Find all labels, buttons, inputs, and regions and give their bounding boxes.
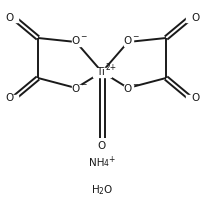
Text: 2+: 2+ — [105, 64, 116, 73]
Bar — [71, 38, 81, 46]
Bar — [71, 84, 81, 92]
Bar — [93, 67, 111, 76]
Text: Ti: Ti — [96, 67, 105, 77]
Text: O: O — [191, 93, 199, 103]
Text: O: O — [124, 84, 132, 94]
Bar — [186, 95, 194, 102]
Text: 4: 4 — [104, 159, 109, 168]
Text: −: − — [80, 32, 86, 41]
Bar — [186, 14, 194, 22]
Bar — [10, 14, 18, 22]
Text: O: O — [5, 13, 13, 23]
Bar — [123, 84, 133, 92]
Text: O: O — [104, 185, 112, 195]
Text: O: O — [5, 93, 13, 103]
Text: O: O — [124, 36, 132, 46]
Text: NH: NH — [89, 158, 105, 168]
Text: O: O — [98, 141, 106, 151]
Text: −: − — [132, 81, 138, 89]
Bar — [10, 95, 18, 102]
Text: −: − — [132, 32, 138, 41]
Text: 2: 2 — [99, 186, 103, 195]
Text: O: O — [72, 36, 80, 46]
Text: O: O — [191, 13, 199, 23]
Text: H: H — [92, 185, 100, 195]
Text: O: O — [72, 84, 80, 94]
Text: −: − — [80, 81, 86, 89]
Bar — [98, 143, 106, 149]
Bar — [123, 38, 133, 46]
Text: +: + — [108, 156, 114, 165]
